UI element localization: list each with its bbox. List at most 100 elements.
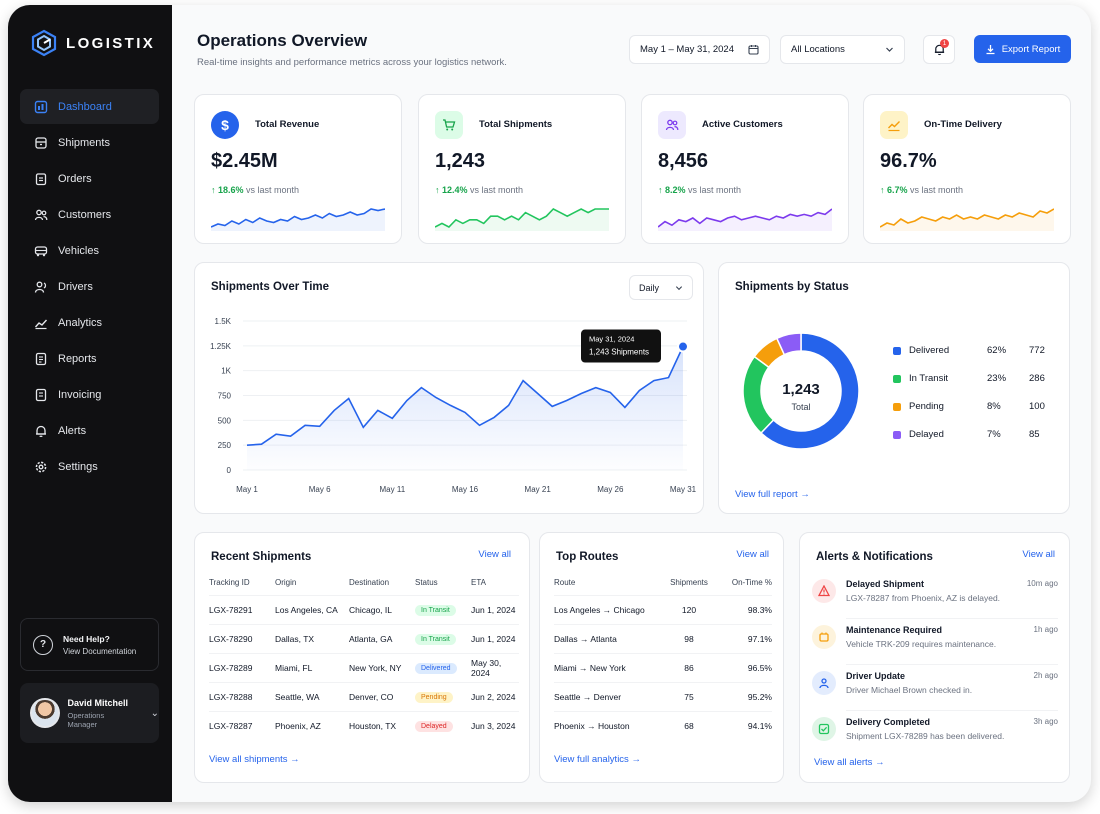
legend-name: Delivered [909,345,950,356]
date-range-picker[interactable]: May 1 – May 31, 2024 [629,35,770,64]
table-row[interactable]: Phoenix → Houston 68 94.1% [554,710,772,740]
route-ontime: 97.1% [716,623,772,653]
table-row[interactable]: Seattle → Denver 75 95.2% [554,681,772,711]
alert-description: LGX-78287 from Phoenix, AZ is delayed. [846,593,1001,603]
data-point [421,387,423,389]
sidebar-item-vehicles[interactable]: Vehicles [20,233,159,268]
line-area [247,346,683,470]
user-menu[interactable]: David Mitchell Operations Manager ⌄ [20,683,159,743]
view-full-report-link[interactable]: View full report → [735,489,810,500]
data-point [377,410,379,412]
tracking-id: LGX-78288 [209,681,275,711]
recent-shipments-view-all[interactable]: View all [478,549,511,560]
table-row[interactable]: LGX-78291 Los Angeles, CA Chicago, IL In… [209,594,519,624]
donut-total-label: Total [791,402,810,412]
sidebar-item-settings[interactable]: Settings [20,449,159,484]
tracking-id: LGX-78291 [209,594,275,624]
kpi-value: 8,456 [658,150,709,172]
notifications-button[interactable]: 1 [923,35,955,64]
tracking-id: LGX-78290 [209,623,275,653]
column-header: On-Time % [731,578,772,588]
tooltip-value: 1,243 Shipments [589,348,649,357]
legend-pct: 7% [987,429,1001,440]
help-documentation-card[interactable]: ? Need Help? View Documentation [20,618,159,671]
legend-name: In Transit [909,373,949,384]
route-ontime: 95.2% [716,681,772,711]
location-select[interactable]: All Locations [780,35,905,64]
sidebar-item-invoicing[interactable]: Invoicing [20,377,159,412]
divider [846,710,1058,711]
sidebar-nav: Dashboard Shipments Orders Customers Veh… [20,89,159,485]
view-full-analytics-link[interactable]: View full analytics → [554,754,641,765]
status-cell: Delayed [415,710,471,740]
table-row[interactable]: LGX-78287 Phoenix, AZ Houston, TX Delaye… [209,710,519,740]
divider [846,618,1058,619]
column-header: Status [415,578,438,588]
sparkline-line [658,208,832,228]
export-report-label: Export Report [1001,43,1061,55]
logo[interactable]: LOGISTIX [30,29,155,57]
table-row[interactable]: LGX-78289 Miami, FL New York, NY Deliver… [209,652,519,682]
view-all-alerts-link[interactable]: View all alerts → [814,757,885,768]
tooltip-date: May 31, 2024 [589,335,634,344]
arrow-right-icon: → [631,754,641,765]
sidebar-item-analytics[interactable]: Analytics [20,305,159,340]
kpi-value: 1,243 [435,150,486,172]
alert-title: Delivery Completed [846,717,931,727]
legend-item-delivered: Delivered 62% 772 [893,345,1048,356]
data-point [348,398,350,400]
origin: Seattle, WA [275,681,349,711]
sidebar-item-reports[interactable]: Reports [20,341,159,376]
route: Dallas → Atlanta [554,623,662,653]
sidebar-item-dashboard[interactable]: Dashboard [20,89,159,124]
calendar-icon [748,45,759,55]
data-point [435,397,437,399]
view-all-shipments-link[interactable]: View all shipments → [209,754,300,765]
table-row[interactable]: Miami → New York 86 96.5% [554,652,772,682]
table-row[interactable]: LGX-78290 Dallas, TX Atlanta, GA In Tran… [209,623,519,653]
sidebar-item-shipments[interactable]: Shipments [20,125,159,160]
column-header: Shipments [670,578,708,588]
data-point [333,410,335,412]
alert-item[interactable]: Driver Update Driver Michael Brown check… [812,667,1058,711]
sidebar-item-orders[interactable]: Orders [20,161,159,196]
alert-item[interactable]: Delivery Completed Shipment LGX-78289 ha… [812,713,1058,757]
kpi-card-active-customers[interactable]: Active Customers 8,456 ↑ 8.2% vs last mo… [641,94,849,244]
table-row[interactable]: Los Angeles → Chicago 120 98.3% [554,594,772,624]
period-select[interactable]: Daily [629,275,693,300]
sparkline-total-revenue [211,208,385,231]
tracking-id: LGX-78287 [209,710,275,740]
alert-title: Maintenance Required [846,625,943,635]
sidebar-item-alerts[interactable]: Alerts [20,413,159,448]
sidebar: LOGISTIX Dashboard Shipments Orders Cust… [8,5,172,802]
help-subtitle: View Documentation [63,646,137,656]
table-row[interactable]: LGX-78288 Seattle, WA Denver, CO Pending… [209,681,519,711]
alert-item[interactable]: Delayed Shipment LGX-78287 from Phoenix,… [812,575,1058,619]
legend-count: 100 [1029,401,1045,412]
alerts-view-all[interactable]: View all [1022,549,1055,560]
kpi-card-total-shipments[interactable]: Total Shipments 1,243 ↑ 12.4% vs last mo… [418,94,626,244]
legend-name: Pending [909,401,944,412]
sidebar-item-customers[interactable]: Customers [20,197,159,232]
kpi-card-on-time-delivery[interactable]: On-Time Delivery 96.7% ↑ 6.7% vs last mo… [863,94,1071,244]
export-report-button[interactable]: Export Report [974,35,1071,63]
card-title: Recent Shipments [211,551,312,563]
x-tick-label: May 16 [452,485,479,494]
top-routes-view-all[interactable]: View all [736,549,769,560]
sidebar-item-drivers[interactable]: Drivers [20,269,159,304]
kpi-label: Total Shipments [479,119,553,130]
recent-shipments-card: Recent Shipments View all Tracking ID Or… [194,532,530,783]
x-tick-label: May 1 [236,485,258,494]
route: Seattle → Denver [554,681,662,711]
data-point [610,392,612,394]
route-ontime: 94.1% [716,710,772,740]
legend-count: 286 [1029,373,1045,384]
data-point [537,393,539,395]
chevron-down-icon: ⌄ [150,707,159,719]
status-cell: In Transit [415,623,471,653]
table-row[interactable]: Dallas → Atlanta 98 97.1% [554,623,772,653]
alert-item[interactable]: Maintenance Required Vehicle TRK-209 req… [812,621,1058,665]
data-point [668,377,670,379]
data-point [479,425,481,427]
kpi-card-total-revenue[interactable]: $ Total Revenue $2.45M ↑ 18.6% vs last m… [194,94,402,244]
